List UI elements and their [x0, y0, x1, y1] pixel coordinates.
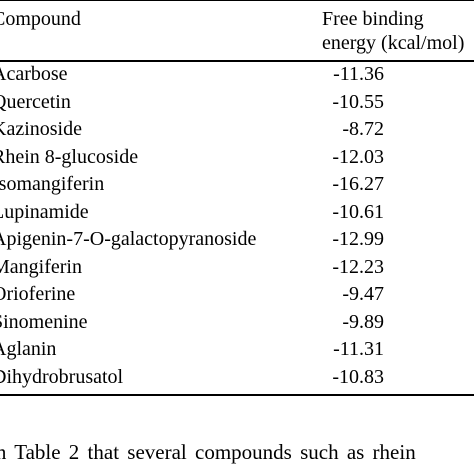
energy-cell: -12.23 [332, 255, 384, 278]
table-row: Isomangiferin -16.27 [0, 171, 474, 199]
column-header-free-binding-energy: Free binding energy (kcal/mol) [322, 7, 464, 55]
table-row: Acarbose -11.36 [0, 61, 474, 89]
energy-cell: -9.47 [342, 283, 384, 305]
column-header-compound: Compound [0, 8, 81, 30]
header-line-1: Free binding [322, 8, 424, 30]
energy-cell: -10.55 [332, 90, 384, 113]
compound-cell: Lupinamide [0, 200, 89, 223]
table-body: Acarbose -11.36 Quercetin -10.55 Kazinosid… [0, 61, 474, 391]
energy-cell: -8.72 [342, 118, 384, 140]
compound-cell: Dihydrobrusatol [0, 365, 124, 388]
energy-cell: -12.99 [332, 228, 384, 250]
compound-cell: Mangiferin [0, 255, 82, 278]
compound-cell: Apigenin-7-O-galactopyranoside [0, 228, 257, 250]
table-row: Sinomenine -9.89 [0, 309, 474, 337]
table-row: Mangiferin -12.23 [0, 254, 474, 282]
compound-cell: Kazinoside [0, 118, 82, 140]
table-row: Dihydrobrusatol -10.83 [0, 364, 474, 392]
table-bottom-rule [0, 394, 474, 396]
table-row: Orioferine -9.47 [0, 281, 474, 309]
table-top-rule [0, 0, 474, 1]
header-rule [0, 60, 474, 62]
table-row: Rhein 8-glucoside -12.03 [0, 144, 474, 172]
energy-cell: -12.03 [332, 145, 384, 168]
compound-cell: Aglanin [0, 338, 57, 360]
header-line-2: energy (kcal/mol) [322, 32, 465, 54]
compound-cell: Orioferine [0, 283, 76, 305]
table-row: Quercetin -10.55 [0, 89, 474, 117]
table-row: Apigenin-7-O-galactopyranoside -12.99 [0, 226, 474, 254]
table-row: Lupinamide -10.61 [0, 199, 474, 227]
compound-cell: Rhein 8-glucoside [0, 145, 139, 168]
compound-cell: Isomangiferin [0, 173, 105, 195]
energy-cell: -9.89 [342, 310, 384, 333]
energy-cell: -11.36 [333, 63, 384, 85]
table-row: Kazinoside -8.72 [0, 116, 474, 144]
energy-cell: -16.27 [332, 173, 384, 195]
compound-cell: Sinomenine [0, 310, 88, 333]
compound-cell: Acarbose [0, 63, 68, 85]
compound-cell: Quercetin [0, 90, 71, 113]
table-row: Aglanin -11.31 [0, 336, 474, 364]
body-paragraph-text: in Table 2 that several compounds such a… [0, 440, 416, 464]
energy-cell: -10.83 [332, 365, 384, 388]
energy-cell: -10.61 [332, 200, 384, 223]
energy-cell: -11.31 [333, 338, 384, 360]
